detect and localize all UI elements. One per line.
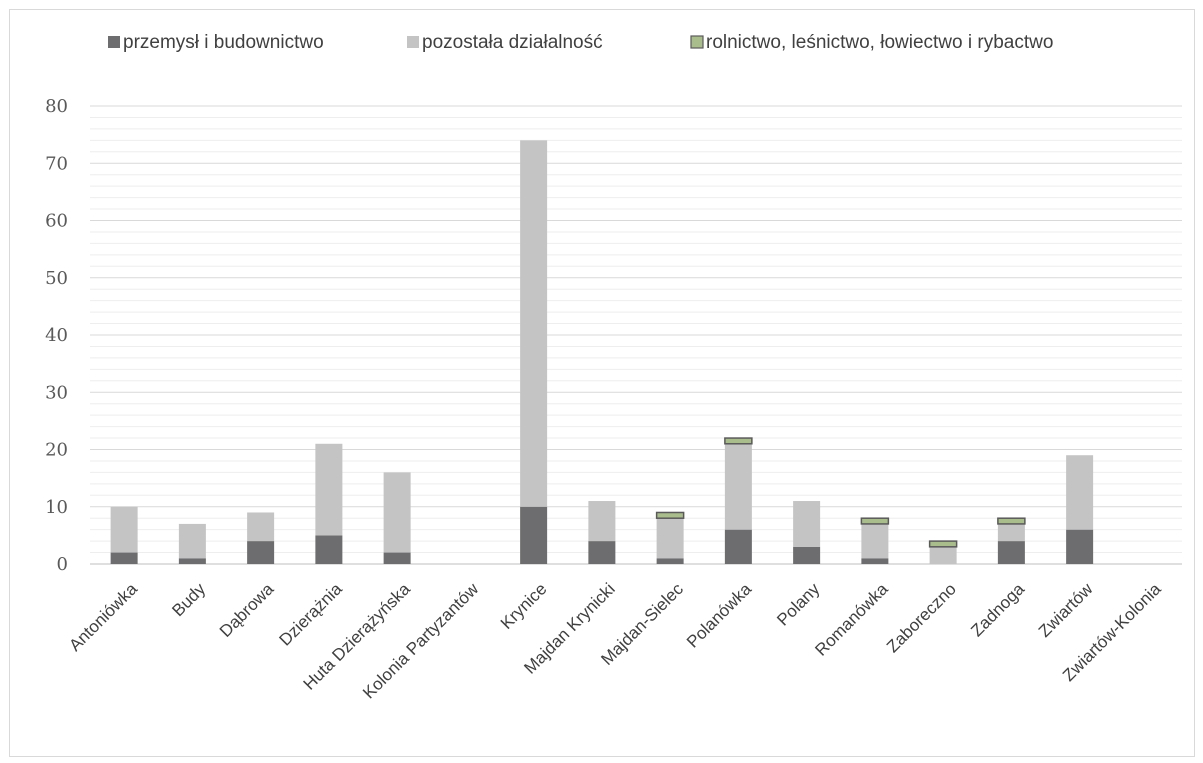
y-tick-label: 40 bbox=[45, 325, 68, 346]
legend-label: pozostała działalność bbox=[422, 32, 603, 53]
x-tick-label: Zaboreczno bbox=[883, 579, 960, 656]
x-tick-label: Polanówka bbox=[683, 579, 756, 652]
x-tick-label: Budy bbox=[168, 579, 209, 620]
legend: przemysł i budownictwo pozostała działaln… bbox=[108, 32, 1053, 53]
x-tick-label: Zadnoga bbox=[967, 579, 1028, 640]
bar-przemysl bbox=[588, 541, 616, 564]
bar-przemysl bbox=[315, 535, 343, 564]
x-tick-label: Krynice bbox=[497, 579, 551, 633]
bar-pozostala bbox=[1066, 455, 1094, 530]
x-tick-label: Zwiartów bbox=[1035, 579, 1097, 641]
bar-przemysl bbox=[724, 529, 752, 564]
bar-przemysl bbox=[247, 541, 275, 564]
x-tick-label: Dzierążnia bbox=[275, 579, 346, 650]
y-tick-label: 80 bbox=[45, 96, 68, 117]
bars bbox=[110, 140, 1094, 564]
bar-przemysl bbox=[793, 546, 821, 564]
y-tick-label: 70 bbox=[45, 153, 68, 174]
bar-przemysl bbox=[656, 558, 684, 564]
x-tick-label: Polany bbox=[773, 579, 824, 630]
bar-rolnictwo bbox=[928, 540, 958, 548]
bar-pozostala bbox=[247, 512, 275, 542]
bar-rolnictwo bbox=[655, 511, 685, 519]
legend-swatch bbox=[407, 36, 419, 48]
bar-przemysl bbox=[178, 558, 206, 564]
y-axis-ticks: 0 10 20 30 40 50 60 70 80 bbox=[45, 96, 68, 575]
bar-rolnictwo bbox=[860, 517, 890, 525]
legend-swatch bbox=[690, 35, 704, 49]
bar-przemysl bbox=[383, 552, 411, 564]
bar-pozostala bbox=[520, 140, 548, 507]
bar-przemysl bbox=[1066, 529, 1094, 564]
bar-rolnictwo bbox=[724, 437, 753, 445]
bar-pozostala bbox=[656, 518, 684, 559]
bar-pozostala bbox=[997, 523, 1025, 542]
y-tick-label: 30 bbox=[45, 382, 68, 403]
y-tick-label: 50 bbox=[45, 268, 68, 289]
bar-pozostala bbox=[383, 472, 411, 553]
bar-pozostala bbox=[588, 501, 616, 542]
bar-przemysl bbox=[520, 506, 548, 564]
chart-frame: 0 10 20 30 40 50 60 70 80 Antoniówka Budy Dąbrowa D… bbox=[9, 9, 1195, 757]
bar-pozostala bbox=[724, 443, 752, 530]
y-tick-label: 20 bbox=[45, 440, 68, 461]
y-tick-label: 10 bbox=[45, 497, 68, 518]
bar-przemysl bbox=[110, 552, 138, 564]
legend-swatch bbox=[108, 36, 120, 48]
bar-pozostala bbox=[178, 523, 206, 559]
bar-pozostala bbox=[315, 443, 343, 536]
legend-label: przemysł i budownictwo bbox=[123, 32, 324, 53]
grid-lines bbox=[90, 105, 1182, 565]
y-tick-label: 60 bbox=[45, 211, 68, 232]
stacked-bar-chart: 0 10 20 30 40 50 60 70 80 Antoniówka Budy DąbrowaD… bbox=[45, 32, 1182, 703]
bar-przemysl bbox=[861, 558, 889, 564]
bar-przemysl bbox=[997, 541, 1025, 564]
x-tick-label: Antoniówka bbox=[65, 579, 141, 655]
bar-rolnictwo bbox=[997, 517, 1026, 525]
y-tick-label: 0 bbox=[57, 554, 68, 575]
x-tick-label: Dąbrowa bbox=[216, 579, 278, 641]
bar-pozostala bbox=[110, 506, 138, 553]
bar-pozostala bbox=[861, 523, 889, 559]
bar-pozostala bbox=[793, 501, 821, 547]
legend-label: rolnictwo, leśnictwo, łowiectwo i rybact… bbox=[706, 32, 1053, 53]
bar-pozostala bbox=[929, 546, 957, 564]
x-tick-label: Romanówka bbox=[811, 579, 892, 660]
x-tick-label: Kolonia Partyzantów bbox=[359, 579, 483, 703]
